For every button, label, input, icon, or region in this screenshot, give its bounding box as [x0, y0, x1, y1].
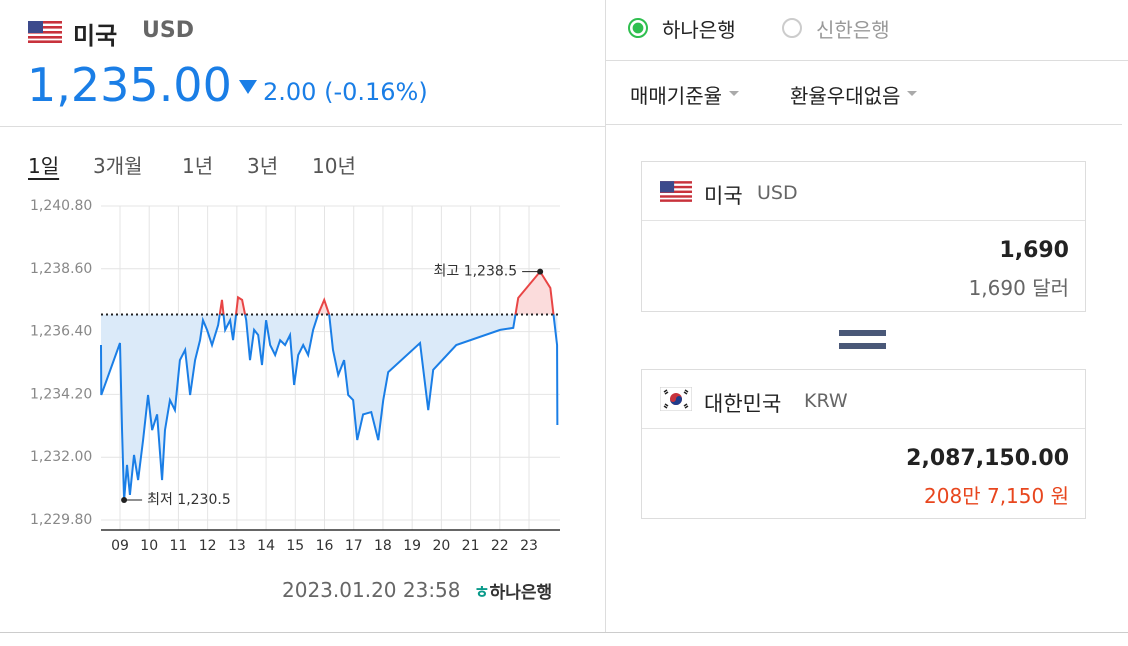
divider	[0, 126, 605, 127]
x-tick-label: 19	[403, 538, 421, 554]
annotation-label: 최저	[147, 492, 173, 508]
x-tick-label: 18	[374, 538, 392, 554]
equals-icon	[839, 330, 886, 336]
radio-label[interactable]: 하나은행	[662, 18, 736, 42]
tab[interactable]: 3년	[247, 154, 279, 178]
x-tick-label: 09	[111, 538, 129, 554]
change-value: 2.00	[263, 78, 317, 106]
country: 대한민국	[704, 392, 782, 416]
left-panel	[605, 0, 606, 632]
tab[interactable]: 1일	[28, 154, 60, 178]
us-flag	[660, 181, 692, 202]
country: 미국	[73, 22, 118, 50]
y-tick-label: 1,238.60	[30, 261, 92, 277]
x-tick-label: 17	[345, 538, 363, 554]
annotation-value: 1,230.5	[177, 492, 230, 508]
radio[interactable]	[628, 18, 648, 38]
to-card: 대한민국 KRW 2,087,150.00 208만 7,150 원	[641, 369, 1086, 519]
us-flag	[28, 21, 62, 43]
tab[interactable]: 10년	[312, 154, 356, 178]
x-tick-label: 12	[199, 538, 217, 554]
y-tick-label: 1,229.80	[30, 512, 92, 528]
divider	[606, 60, 1128, 61]
x-tick-label: 13	[228, 538, 246, 554]
down-arrow	[239, 80, 257, 94]
amount-text: 1,690 달러	[968, 276, 1069, 300]
line	[100, 314, 559, 501]
radio-label[interactable]: 신한은행	[816, 18, 890, 42]
card-header: 대한민국 KRW	[642, 370, 1085, 429]
divider	[0, 632, 1128, 633]
annotation: 최저 1,230.5	[147, 492, 231, 508]
x-tick-label: 21	[462, 538, 480, 554]
kr-flag	[660, 387, 692, 411]
annotation-value: 1,238.5	[464, 264, 517, 280]
bank-logo: ㅎ하나은행	[474, 578, 552, 603]
annotation-point	[537, 268, 544, 275]
rate: 1,235.00	[27, 58, 232, 112]
y-tick-label: 1,236.40	[30, 324, 92, 340]
logo-icon: ㅎ	[474, 583, 490, 603]
x-tick-label: 22	[491, 538, 509, 554]
currency: KRW	[804, 390, 848, 412]
area	[101, 314, 558, 501]
x-tick-label: 16	[316, 538, 334, 554]
x-tick-label: 15	[286, 538, 304, 554]
tab[interactable]: 1년	[182, 154, 214, 178]
x-tick-label: 23	[520, 538, 538, 554]
x-tick-label: 14	[257, 538, 275, 554]
y-tick-label: 1,240.80	[30, 198, 92, 214]
x-tick-label: 10	[140, 538, 158, 554]
tab[interactable]: 3개월	[93, 154, 143, 178]
y-tick-label: 1,234.20	[30, 386, 92, 402]
logo-text: 하나은행	[489, 583, 553, 603]
change: 2.00 (-0.16%)	[263, 78, 428, 106]
x-tick-label: 11	[170, 538, 188, 554]
dropdown[interactable]: 환율우대없음	[790, 80, 917, 109]
amount[interactable]: 1,690	[999, 238, 1069, 263]
radio[interactable]	[782, 18, 802, 38]
card-header: 미국 USD	[642, 162, 1085, 221]
change-pct: (-0.16%)	[324, 78, 428, 106]
country: 미국	[704, 184, 743, 208]
annotation-label: 최고	[433, 264, 459, 280]
dropdown[interactable]: 매매기준율	[630, 80, 739, 109]
amount-text: 208만 7,150 원	[924, 484, 1069, 508]
currency: USD	[757, 182, 798, 204]
amount[interactable]: 2,087,150.00	[906, 446, 1069, 471]
currency: USD	[142, 18, 194, 43]
x-tick-label: 20	[432, 538, 450, 554]
area	[219, 271, 554, 315]
from-card: 미국 USD 1,690 1,690 달러	[641, 161, 1086, 312]
timestamp: 2023.01.20 23:58	[282, 578, 461, 602]
divider	[606, 124, 1122, 125]
y-tick-label: 1,232.00	[30, 449, 92, 465]
annotation: 최고 1,238.5	[433, 264, 517, 280]
chart: 1,229.80 1,232.00 1,234.20 1,236.40 1,238.60…	[30, 198, 560, 554]
annotation-point	[121, 497, 128, 504]
